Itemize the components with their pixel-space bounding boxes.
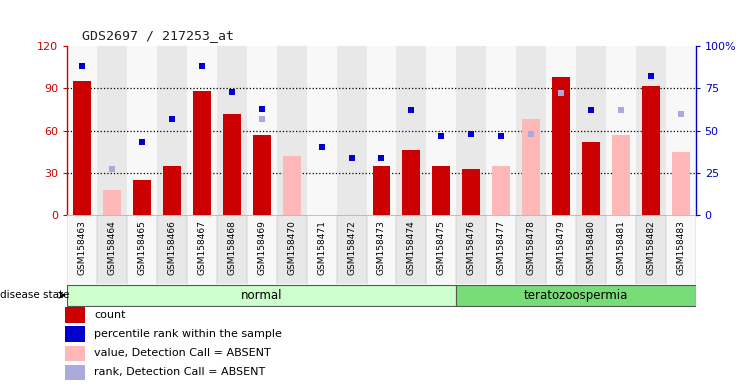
Text: GSM158478: GSM158478 (527, 220, 536, 275)
Bar (546, 46, 576, 215)
Bar (456, 285, 696, 306)
Bar (157, 46, 187, 215)
Bar (187, 46, 217, 215)
Bar (193, 91, 211, 215)
Bar (73, 81, 91, 215)
Bar (462, 169, 480, 215)
Bar (456, 215, 486, 284)
Text: GSM158479: GSM158479 (557, 220, 565, 275)
Bar (283, 156, 301, 215)
Text: normal: normal (241, 289, 283, 302)
Bar (247, 215, 277, 284)
Bar (133, 180, 151, 215)
Bar (642, 86, 660, 215)
Text: GSM158464: GSM158464 (108, 220, 117, 275)
Bar (337, 215, 367, 284)
Bar (67, 285, 456, 306)
Bar (666, 46, 696, 215)
Bar (606, 215, 636, 284)
Bar (486, 46, 516, 215)
Bar (396, 46, 426, 215)
Bar (612, 135, 630, 215)
Bar (373, 166, 390, 215)
Bar (426, 215, 456, 284)
Bar (67, 46, 97, 215)
Bar (636, 215, 666, 284)
Bar (307, 46, 337, 215)
Text: GDS2697 / 217253_at: GDS2697 / 217253_at (82, 29, 234, 42)
Bar (65, 326, 85, 342)
Bar (522, 119, 540, 215)
Bar (65, 307, 85, 323)
Bar (127, 215, 157, 284)
Bar (307, 215, 337, 284)
Bar (606, 46, 636, 215)
Bar (426, 46, 456, 215)
Text: GSM158473: GSM158473 (377, 220, 386, 275)
Text: rank, Detection Call = ABSENT: rank, Detection Call = ABSENT (94, 367, 266, 377)
Bar (217, 215, 247, 284)
Text: count: count (94, 310, 126, 320)
Bar (253, 135, 271, 215)
Text: GSM158469: GSM158469 (257, 220, 266, 275)
Bar (486, 215, 516, 284)
Text: GSM158476: GSM158476 (467, 220, 476, 275)
Text: GSM158463: GSM158463 (78, 220, 87, 275)
Bar (636, 46, 666, 215)
Bar (247, 46, 277, 215)
Bar (456, 46, 486, 215)
Text: GSM158480: GSM158480 (586, 220, 595, 275)
Bar (223, 114, 241, 215)
Text: GSM158475: GSM158475 (437, 220, 446, 275)
Bar (187, 215, 217, 284)
Text: GSM158472: GSM158472 (347, 220, 356, 275)
Bar (217, 46, 247, 215)
Bar (666, 215, 696, 284)
Bar (552, 77, 570, 215)
Bar (396, 215, 426, 284)
Text: value, Detection Call = ABSENT: value, Detection Call = ABSENT (94, 348, 271, 358)
Text: GSM158474: GSM158474 (407, 220, 416, 275)
Text: GSM158481: GSM158481 (616, 220, 625, 275)
Bar (65, 346, 85, 361)
Bar (127, 46, 157, 215)
Bar (67, 215, 97, 284)
Text: GSM158482: GSM158482 (646, 220, 655, 275)
Bar (277, 46, 307, 215)
Bar (432, 166, 450, 215)
Bar (576, 46, 606, 215)
Bar (402, 150, 420, 215)
Bar (337, 46, 367, 215)
Bar (516, 46, 546, 215)
Text: GSM158466: GSM158466 (168, 220, 177, 275)
Bar (103, 190, 121, 215)
Text: percentile rank within the sample: percentile rank within the sample (94, 329, 282, 339)
Bar (492, 166, 510, 215)
Bar (65, 365, 85, 380)
Bar (97, 46, 127, 215)
Bar (157, 215, 187, 284)
Text: GSM158470: GSM158470 (287, 220, 296, 275)
Text: teratozoospermia: teratozoospermia (524, 289, 628, 302)
Bar (97, 215, 127, 284)
Bar (546, 215, 576, 284)
Text: GSM158468: GSM158468 (227, 220, 236, 275)
Text: disease state: disease state (0, 290, 70, 300)
Bar (163, 166, 181, 215)
Bar (576, 215, 606, 284)
Bar (582, 142, 600, 215)
Bar (367, 46, 396, 215)
Bar (516, 215, 546, 284)
Bar (277, 215, 307, 284)
Text: GSM158465: GSM158465 (138, 220, 147, 275)
Text: GSM158483: GSM158483 (676, 220, 685, 275)
Bar (367, 215, 396, 284)
Text: GSM158471: GSM158471 (317, 220, 326, 275)
Bar (672, 152, 690, 215)
Text: GSM158467: GSM158467 (197, 220, 206, 275)
Text: GSM158477: GSM158477 (497, 220, 506, 275)
